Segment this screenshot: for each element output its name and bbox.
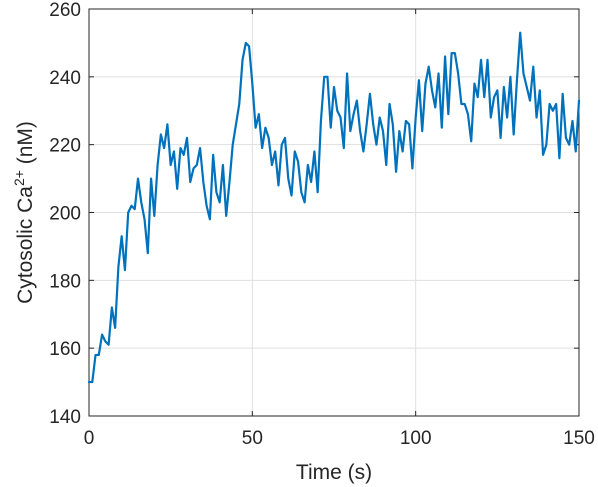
y-axis-label: Cytosolic Ca2+ (nM)	[11, 121, 37, 304]
y-tick-label: 140	[49, 407, 81, 428]
y-tick-label: 200	[49, 204, 81, 225]
axes-box	[88, 8, 580, 417]
x-tick-labels: 0 50 100 150	[84, 428, 595, 449]
x-axis-label: Time (s)	[296, 461, 372, 484]
series-line	[87, 31, 581, 384]
y-axis-label-superscript: 2+	[11, 170, 27, 186]
x-tick-label: 0	[84, 428, 95, 449]
y-axis-label-unit: (nM)	[14, 121, 37, 170]
x-tick-label: 50	[242, 428, 263, 449]
grid-lines	[89, 9, 579, 416]
y-tick-label: 220	[49, 136, 81, 157]
x-tick-label: 100	[400, 428, 432, 449]
data-series	[87, 31, 581, 384]
y-tick-label: 160	[49, 339, 81, 360]
y-tick-labels: 140 160 180 200 220 240 260	[49, 0, 81, 428]
y-tick-label: 240	[49, 68, 81, 89]
y-tick-label: 260	[49, 0, 81, 21]
x-tick-label: 150	[563, 428, 595, 449]
y-tick-label: 180	[49, 271, 81, 292]
y-axis-label-base: Cytosolic Ca	[14, 186, 37, 304]
